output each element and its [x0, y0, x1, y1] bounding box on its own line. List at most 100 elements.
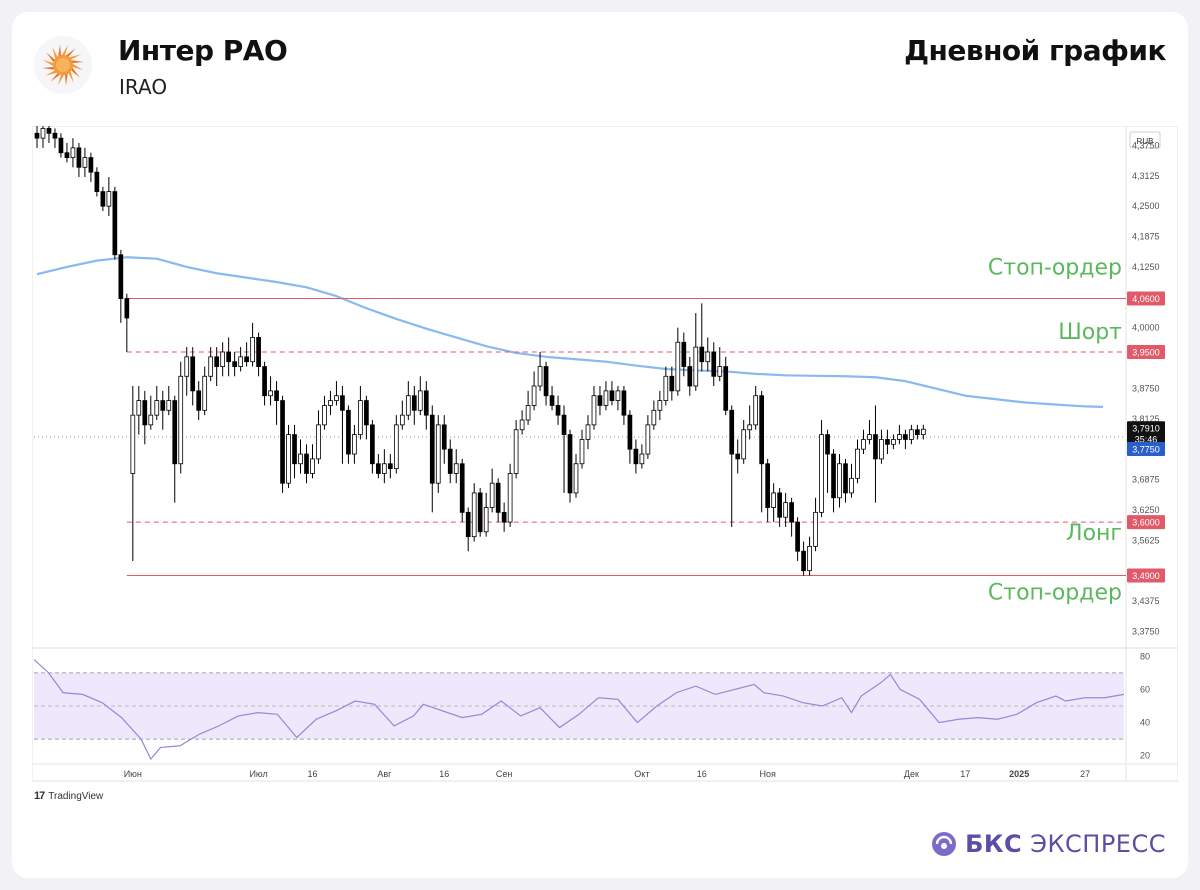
- time-axis-label: 27: [1080, 769, 1090, 779]
- company-logo: [34, 36, 92, 94]
- candle-body: [867, 434, 872, 440]
- time-axis-label: Июл: [249, 769, 267, 779]
- time-axis-label: 16: [307, 769, 317, 779]
- candle-body: [861, 439, 866, 450]
- candle-body: [885, 439, 890, 445]
- time-axis-label: 16: [697, 769, 707, 779]
- candle-body: [603, 390, 609, 406]
- bks-wordmark-rest: ЭКСПРЕСС: [1030, 830, 1166, 858]
- card: Интер РАО IRAO Дневной график RUB 4,3750 4…: [12, 12, 1188, 878]
- level-price-label: 4,0600: [1132, 294, 1160, 304]
- candle-body: [807, 545, 812, 572]
- candle-body: [711, 351, 717, 377]
- candle-body: [382, 463, 387, 474]
- candle-body: [789, 502, 794, 523]
- candle-body: [771, 492, 776, 508]
- candle-body: [154, 400, 160, 416]
- candle-body: [615, 390, 621, 401]
- candle-body: [573, 463, 579, 494]
- price-tick-label: 4,0000: [1132, 323, 1160, 333]
- candle-body: [699, 346, 705, 363]
- candle-body: [238, 356, 243, 367]
- candle-body: [903, 434, 908, 440]
- candle-body: [280, 400, 285, 484]
- candle-body: [651, 409, 657, 426]
- candle-body: [831, 453, 836, 499]
- candle-body: [112, 191, 118, 256]
- level-price-label: 3,9500: [1132, 347, 1160, 357]
- level-price-label: 3,6000: [1132, 518, 1160, 528]
- time-axis-label: 2025: [1009, 769, 1029, 779]
- chart-frame: [32, 126, 1178, 782]
- candle-body: [657, 400, 663, 411]
- candle-body: [334, 395, 339, 401]
- candle-body: [759, 395, 765, 465]
- candle-body: [837, 463, 842, 499]
- candle-body: [585, 424, 591, 440]
- candle-body: [849, 477, 854, 494]
- level-price-label: 3,4900: [1132, 571, 1160, 581]
- candle-body: [669, 375, 675, 392]
- candle-body: [172, 400, 178, 465]
- candle-body: [663, 375, 669, 401]
- candle-body: [507, 473, 513, 523]
- candle-body: [477, 492, 483, 533]
- candle-body: [256, 337, 261, 367]
- candle-body: [459, 463, 465, 513]
- level-note-label: Стоп-ордер: [988, 581, 1122, 606]
- candle-body: [208, 356, 214, 377]
- candle-body: [166, 400, 172, 411]
- candle-body: [298, 453, 303, 465]
- candle-body: [370, 424, 375, 465]
- candle-body: [525, 405, 531, 421]
- candle-body: [88, 157, 94, 173]
- candle-body: [364, 400, 369, 426]
- price-tick-label: 3,8125: [1132, 414, 1160, 424]
- candle-body: [639, 453, 645, 465]
- candle-body: [94, 171, 100, 193]
- candle-body: [555, 405, 561, 416]
- candle-body: [82, 157, 88, 168]
- candle-body: [489, 482, 495, 508]
- current-price-badge: [1127, 421, 1165, 448]
- bks-brand: БКС ЭКСПРЕСС: [931, 830, 1166, 858]
- candle-body: [310, 458, 315, 474]
- price-tick-label: 4,1250: [1132, 262, 1160, 272]
- candle-body: [328, 400, 333, 406]
- candle-body: [591, 395, 597, 426]
- candle-body: [753, 395, 759, 426]
- price-chart[interactable]: RUB 4,3750 4,3125 4,2500 4,1875 4,1250 4,0000 3…: [32, 126, 1178, 802]
- ticker-symbol: IRAO: [119, 75, 168, 99]
- level-note-label: Шорт: [1058, 320, 1122, 345]
- candle-body: [729, 409, 735, 455]
- candle-body: [405, 395, 411, 416]
- tradingview-label: TradingView: [48, 790, 104, 802]
- level-price-badge: [1127, 344, 1165, 359]
- time-axis-label: Сен: [496, 769, 513, 779]
- candle-body: [100, 191, 106, 207]
- price-tick-label: 3,6250: [1132, 505, 1160, 515]
- candle-body: [765, 463, 771, 508]
- price-tick-label: 3,6875: [1132, 475, 1160, 485]
- candle-body: [136, 400, 142, 416]
- time-axis-label: 17: [960, 769, 970, 779]
- candle-body: [190, 356, 196, 392]
- candle-body: [304, 453, 309, 474]
- reference-price-label: 3,7750: [1132, 445, 1160, 455]
- candle-body: [909, 429, 914, 440]
- candle-body: [184, 356, 190, 377]
- candle-body: [819, 434, 824, 513]
- currency-label: RUB: [1137, 137, 1154, 146]
- candle-body: [843, 463, 848, 494]
- candle-body: [873, 434, 878, 460]
- candle-body: [268, 390, 273, 397]
- candle-body: [346, 409, 351, 455]
- rsi-tick-label: 20: [1140, 751, 1150, 761]
- candle-body: [70, 147, 76, 158]
- candle-body: [633, 448, 639, 465]
- candle-body: [465, 511, 471, 538]
- candle-body: [441, 424, 447, 450]
- candle-body: [250, 337, 255, 363]
- time-axis-label: 16: [439, 769, 449, 779]
